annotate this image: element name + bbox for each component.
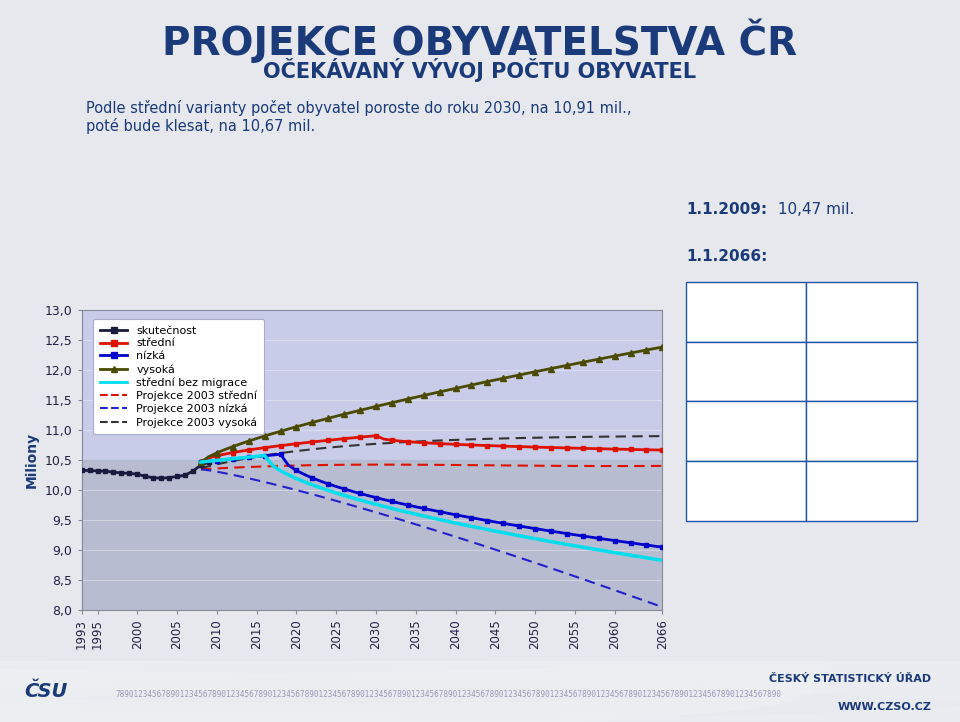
- Text: 1.1.2066:: 1.1.2066:: [686, 249, 768, 264]
- Text: PROJEKCE OBYVATELSTVA ČR: PROJEKCE OBYVATELSTVA ČR: [162, 18, 798, 63]
- Text: 10,47 mil.: 10,47 mil.: [773, 202, 854, 217]
- Text: WWW.CZSO.CZ: WWW.CZSO.CZ: [837, 702, 931, 712]
- Legend: skutečnost, střední, nízká, vysoká, střední bez migrace, Projekce 2003 střední, : skutečnost, střední, nízká, vysoká, stře…: [93, 319, 264, 435]
- Text: ČESKÝ STATISTICKÝ ÚŘAD: ČESKÝ STATISTICKÝ ÚŘAD: [769, 674, 931, 684]
- Text: 12,39 mil.: 12,39 mil.: [835, 425, 910, 438]
- Text: střední
bez migrace: střední bez migrace: [693, 477, 784, 505]
- Text: ČSU: ČSU: [24, 682, 67, 701]
- Text: nízká: nízká: [693, 365, 732, 378]
- Text: OČEKÁVANÝ VÝVOJ POČTU OBYVATEL: OČEKÁVANÝ VÝVOJ POČTU OBYVATEL: [263, 58, 697, 82]
- Text: 78901234567890123456789012345678901234567890123456789012345678901234567890123456: 7890123456789012345678901234567890123456…: [115, 690, 781, 699]
- Text: 10,67 mil.: 10,67 mil.: [835, 305, 910, 318]
- Bar: [82, 310, 662, 461]
- Text: vysoká: vysoká: [693, 425, 745, 438]
- Text: 8,83 mil.: 8,83 mil.: [845, 484, 910, 498]
- Text: střední: střední: [693, 305, 746, 318]
- Text: 9,05 mil.: 9,05 mil.: [845, 365, 910, 378]
- Y-axis label: Miliony: Miliony: [25, 432, 39, 488]
- Text: Podle střední varianty počet obyvatel poroste do roku 2030, na 10,91 mil.,
poté : Podle střední varianty počet obyvatel po…: [86, 100, 632, 134]
- Text: 1.1.2009:: 1.1.2009:: [686, 202, 768, 217]
